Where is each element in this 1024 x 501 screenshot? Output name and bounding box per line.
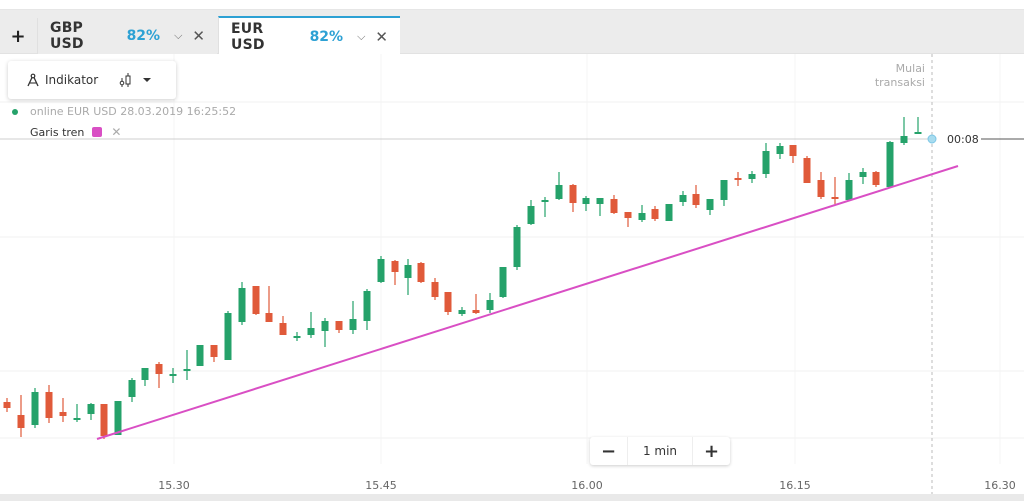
chart-toolbox: Indikator [8,61,176,99]
bottom-strip [0,494,1024,501]
timeframe-zoom-control: − 1 min + [590,437,730,465]
status-line: online EUR USD 28.03.2019 16:25:52 [12,105,236,118]
marker-line-2: transaksi [874,76,925,89]
tab-payout-percent: 82% [309,28,344,45]
close-icon[interactable]: ✕ [192,27,205,45]
chart-type-button[interactable] [108,72,154,88]
tab-name: EUR USD [231,20,265,53]
tab-payout-percent: 82% [126,28,161,44]
start-trade-marker-label: Mulai transaksi [875,62,925,90]
x-axis-tick: 15.30 [158,479,190,492]
online-status-dot [12,108,18,115]
tab-gbp-usd[interactable]: GBP USD 82% ⌵ ✕ [37,18,217,54]
price-chart[interactable]: Indikator online EUR USD 28.03.2019 16:2… [0,54,1024,494]
zoom-out-button[interactable]: − [590,437,628,465]
x-axis-tick: 16.15 [779,479,811,492]
countdown-timer: 00:08 [945,133,981,146]
x-axis-tick: 16.00 [571,479,603,492]
zoom-in-button[interactable]: + [692,437,730,465]
indicator-label: Indikator [45,73,99,87]
trendline-color-swatch[interactable] [92,127,103,137]
window-top-strip [0,0,1024,10]
x-axis-tick: 16.30 [984,479,1016,492]
chevron-down-icon[interactable]: ⌵ [357,29,366,43]
tab-eur-usd[interactable]: EUR USD 82% ⌵ ✕ [218,16,400,55]
candlestick-icon [119,73,131,87]
indicator-button[interactable]: Indikator [8,73,108,87]
timeframe-value: 1 min [642,444,678,458]
marker-line-1: Mulai [895,62,925,75]
status-text: online EUR USD 28.03.2019 16:25:52 [30,105,237,118]
x-axis-tick: 15.45 [365,479,397,492]
chevron-down-icon[interactable]: ⌵ [174,29,183,42]
trendline-legend: Garis tren ✕ [30,125,121,139]
add-tab-button[interactable]: + [10,25,26,47]
asset-tab-bar: + GBP USD 82% ⌵ ✕ EUR USD 82% ⌵ ✕ [0,10,1024,55]
tab-name: GBP USD [50,20,84,52]
remove-trendline-icon[interactable]: ✕ [111,125,122,139]
candlestick-plot[interactable] [0,54,1024,494]
trendline-label: Garis tren [30,125,85,139]
caret-down-icon [143,78,151,82]
close-icon[interactable]: ✕ [375,27,388,46]
compass-icon [27,73,39,87]
